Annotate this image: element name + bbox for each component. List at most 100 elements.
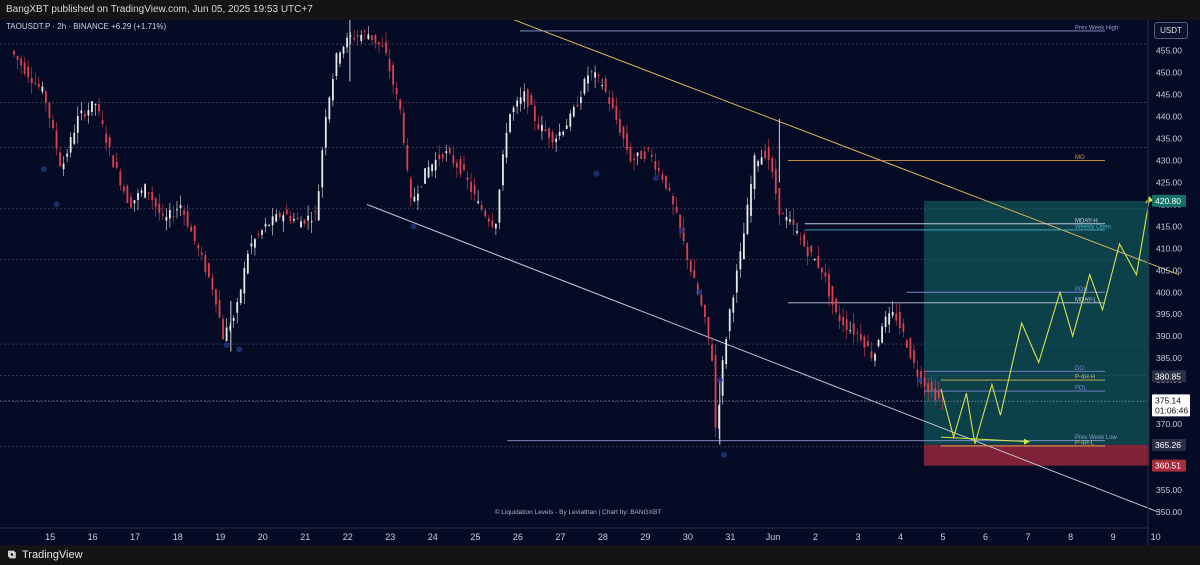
currency-button[interactable]: USDT [1154,22,1188,39]
candle-body [215,289,217,305]
candle-body [289,215,292,222]
candle-body [183,210,185,216]
candle-body [434,159,437,171]
candle-body [197,245,200,249]
candle-body [806,246,809,257]
candle-body [395,88,398,95]
liquidation-dot [236,346,243,353]
y-tick-label: 405.00 [1156,265,1182,275]
y-tick-label: 385.00 [1156,353,1182,363]
y-tick-label: 350.00 [1156,507,1182,517]
candle-body [732,297,735,313]
candle-body [920,371,922,384]
candle-body [516,100,519,107]
trendline-resistance [513,20,1180,276]
tradingview-logo-icon[interactable]: ⧉ [8,549,16,561]
candle-body [679,214,682,229]
candle-body [119,171,122,186]
candle-body [569,113,572,127]
candle-body [445,151,448,154]
candle-body [696,283,699,295]
candle-body [852,323,855,335]
candle-body [781,213,784,215]
x-tick-label: 18 [173,532,183,542]
x-tick-label: 2 [813,532,818,542]
candle-body [346,37,348,48]
candle-body [470,181,472,193]
candle-body [190,226,193,232]
candle-body [254,239,256,248]
candle-body [130,197,132,208]
candle-body [94,104,97,106]
candle-body [828,273,830,297]
x-tick-label: 5 [941,532,946,542]
candle-body [523,91,526,102]
candle-body [820,267,823,273]
level-label: Prev Week High [1075,25,1118,31]
candle-body [303,219,306,224]
candle-body [367,34,370,40]
candle-body [52,119,54,128]
candle-body [222,319,224,340]
candle-body [789,219,791,222]
candle-body [314,211,317,213]
tradingview-brand[interactable]: TradingView [22,549,83,561]
x-tick-label: 3 [855,532,860,542]
trendline-support [366,203,1158,513]
candle-body [590,70,593,73]
level-label: P-4H-L [1075,440,1095,446]
candle-body [512,107,515,113]
candle-body [30,77,33,84]
candle-body [374,34,377,44]
candle-body [44,91,47,103]
candle-body [661,174,664,181]
candle-body [693,270,696,279]
candle-body [537,123,540,130]
target-zone [923,200,1150,445]
candle-body [615,106,618,120]
candle-body [548,128,550,138]
candle-body [392,65,395,85]
price-box-label: 420.80 [1155,196,1181,206]
liquidation-dot [53,201,60,208]
candle-body [466,177,469,181]
liquidation-dot [593,170,600,177]
candle-body [675,206,678,213]
candle-body [356,35,359,37]
publish-header: BangXBT published on TradingView.com, Ju… [0,0,1200,20]
level-label: Prev Week Low [1075,435,1118,441]
candle-body [884,316,887,328]
candle-body [874,354,876,361]
candle-body [161,213,164,216]
candle-body [618,119,621,133]
candle-body [456,162,458,168]
candle-body [877,339,880,347]
symbol-legend: TAOUSDT.P · 2h · BINANCE +6.29 (+1.71%) [6,22,167,31]
stop-zone [923,444,1150,466]
candle-body [452,155,455,164]
candle-body [494,224,497,229]
x-tick-label: 15 [45,532,55,542]
candle-body [778,188,781,215]
candle-body [863,336,866,348]
published-text: BangXBT published on TradingView.com, Ju… [6,4,313,15]
candle-body [342,46,345,54]
candle-body [622,126,625,139]
x-tick-label: 26 [513,532,523,542]
candle-body [431,164,433,172]
candle-body [204,254,207,273]
candle-body [225,327,228,342]
candle-body [509,114,511,133]
candle-body [59,152,61,167]
current-price-label: 375.14 [1155,395,1181,405]
candle-body [285,209,288,215]
y-tick-label: 435.00 [1156,134,1182,144]
candle-body [845,319,848,331]
candle-body [530,95,533,105]
candle-body [746,204,749,235]
candle-body [80,110,83,114]
candle-body [505,132,508,158]
candle-body [438,154,441,160]
level-label: MDAY-L [1075,297,1097,303]
